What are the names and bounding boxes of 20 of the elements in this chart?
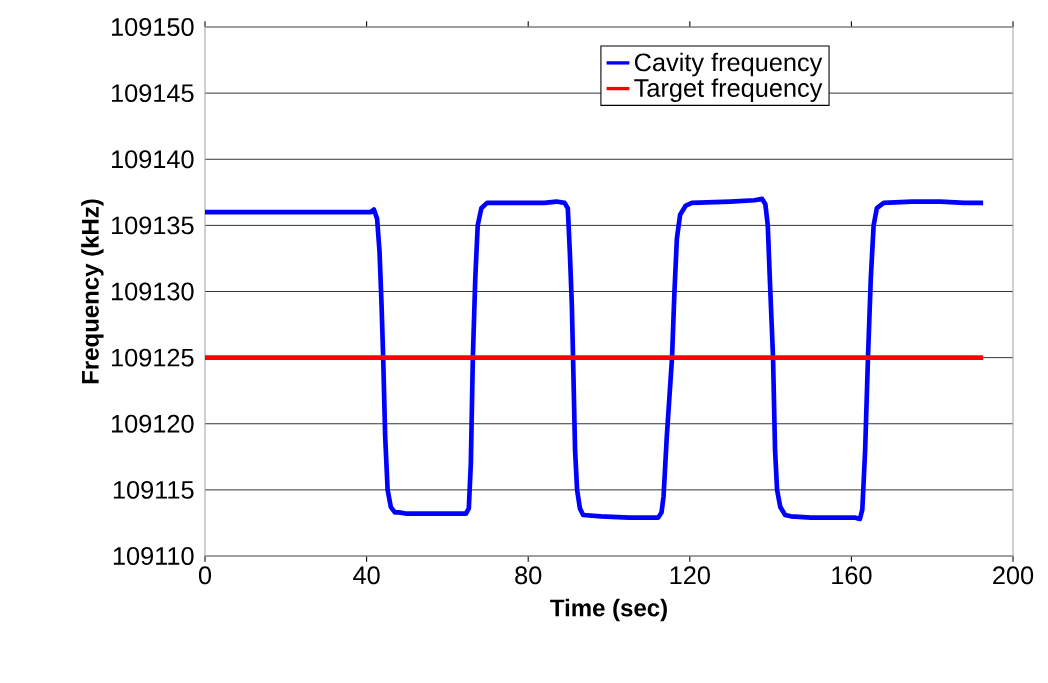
y-tick-label: 109120 xyxy=(111,414,194,433)
y-tick-label: 109140 xyxy=(111,150,194,169)
x-tick-label: 80 xyxy=(515,566,542,585)
x-axis-title: Time (sec) xyxy=(550,598,667,622)
y-tick-label: 109125 xyxy=(111,348,194,367)
x-tick-label: 200 xyxy=(993,566,1034,585)
legend-label: Cavity frequency xyxy=(634,52,823,77)
x-tick-label: 40 xyxy=(353,566,380,585)
y-tick-label: 109145 xyxy=(111,84,194,103)
legend-label: Target frequency xyxy=(634,78,823,102)
line-series xyxy=(205,196,986,522)
y-axis-title: Frequency (kHz) xyxy=(81,199,104,384)
x-tick-label: 160 xyxy=(832,566,872,585)
y-tick-label: 109130 xyxy=(111,282,194,301)
y-tick-label: 109115 xyxy=(113,480,194,499)
y-tick-label: 109110 xyxy=(113,547,194,565)
y-tick-label: 109150 xyxy=(111,18,194,36)
y-tick-label: 109135 xyxy=(111,216,194,235)
x-tick-label: 0 xyxy=(198,566,212,585)
x-tick-label: 120 xyxy=(670,566,710,585)
